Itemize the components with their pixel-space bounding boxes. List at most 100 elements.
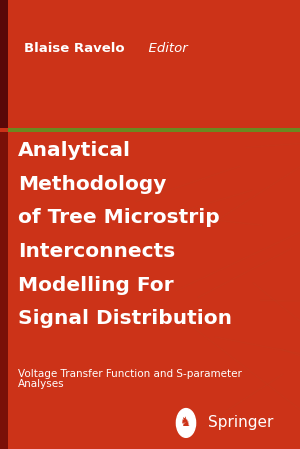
Bar xyxy=(3,132,6,449)
Bar xyxy=(1,0,5,128)
Bar xyxy=(2,132,5,449)
Bar xyxy=(0,0,5,128)
Bar xyxy=(2,132,5,449)
Bar xyxy=(1,132,4,449)
Bar xyxy=(2,0,7,128)
Bar xyxy=(1,132,4,449)
Text: ♞: ♞ xyxy=(180,417,192,429)
Bar xyxy=(2,132,5,449)
Bar xyxy=(3,0,8,128)
Bar xyxy=(1,0,5,128)
Bar xyxy=(3,132,6,449)
Bar xyxy=(1,132,4,449)
Bar xyxy=(0,132,8,449)
Bar xyxy=(2,0,6,128)
Bar xyxy=(2,0,6,128)
Bar xyxy=(0,132,4,449)
Bar xyxy=(2,0,6,128)
Bar xyxy=(1,132,5,449)
Bar xyxy=(3,0,7,128)
Bar xyxy=(0,132,4,449)
Bar xyxy=(1,132,4,449)
Bar xyxy=(1,132,5,449)
Bar xyxy=(0,0,5,128)
Bar xyxy=(2,132,6,449)
Text: Voltage Transfer Function and S-parameter: Voltage Transfer Function and S-paramete… xyxy=(18,369,242,379)
Bar xyxy=(3,0,8,128)
Bar xyxy=(3,132,6,449)
Bar xyxy=(2,132,6,449)
Bar xyxy=(3,0,8,128)
Bar xyxy=(1,132,5,449)
Bar xyxy=(2,0,6,128)
Bar xyxy=(2,0,6,128)
Text: Analyses: Analyses xyxy=(18,379,64,389)
Bar xyxy=(3,0,8,128)
Bar xyxy=(2,0,6,128)
Bar xyxy=(1,132,4,449)
Bar xyxy=(2,132,5,449)
Bar xyxy=(1,132,4,449)
Bar xyxy=(2,0,6,128)
Bar xyxy=(2,132,6,449)
Bar xyxy=(2,132,6,449)
Bar xyxy=(2,132,5,449)
Bar xyxy=(3,132,7,449)
Bar xyxy=(1,0,5,128)
Bar xyxy=(2,132,5,449)
Bar xyxy=(2,132,5,449)
Bar xyxy=(2,132,5,449)
Bar xyxy=(1,132,5,449)
Bar xyxy=(3,132,7,449)
Bar xyxy=(3,132,6,449)
Bar xyxy=(3,0,8,128)
Bar xyxy=(1,132,5,449)
Bar xyxy=(2,132,6,449)
Bar xyxy=(2,0,6,128)
Bar xyxy=(2,132,6,449)
Bar xyxy=(3,0,7,128)
Bar xyxy=(2,0,6,128)
Bar xyxy=(3,132,7,449)
Bar xyxy=(2,132,5,449)
Bar xyxy=(0,0,4,128)
Bar xyxy=(4,0,8,128)
Bar xyxy=(2,132,5,449)
Bar xyxy=(0,0,4,128)
Bar xyxy=(1,132,5,449)
Bar xyxy=(1,132,4,449)
Bar xyxy=(2,0,7,128)
Bar xyxy=(1,132,4,449)
Bar xyxy=(4,0,8,128)
Text: of Tree Microstrip: of Tree Microstrip xyxy=(18,208,220,227)
Bar xyxy=(1,132,5,449)
Bar xyxy=(2,132,6,449)
Bar xyxy=(2,132,5,449)
Bar xyxy=(2,132,6,449)
Bar xyxy=(2,0,7,128)
Bar xyxy=(2,0,7,128)
Bar xyxy=(0,132,4,449)
Bar xyxy=(4,0,8,128)
Bar xyxy=(2,0,6,128)
Bar xyxy=(1,132,4,449)
Bar xyxy=(2,0,7,128)
Bar xyxy=(2,0,7,128)
Bar xyxy=(3,132,6,449)
Bar xyxy=(3,0,7,128)
Bar xyxy=(0,132,4,449)
Bar xyxy=(2,0,7,128)
Bar xyxy=(1,132,4,449)
Text: Springer: Springer xyxy=(208,415,273,431)
Bar xyxy=(3,0,8,128)
Bar xyxy=(2,0,7,128)
Bar xyxy=(0,132,4,449)
Bar xyxy=(2,132,5,449)
Bar xyxy=(2,132,6,449)
Bar xyxy=(0,0,4,128)
Bar xyxy=(2,132,6,449)
Bar xyxy=(2,0,6,128)
Bar xyxy=(3,0,7,128)
Bar xyxy=(0,132,4,449)
Bar xyxy=(3,132,7,449)
